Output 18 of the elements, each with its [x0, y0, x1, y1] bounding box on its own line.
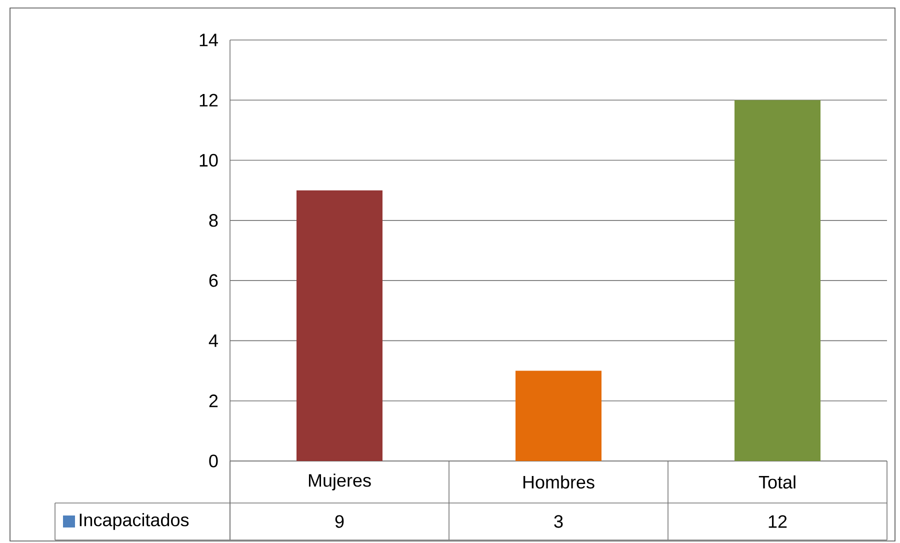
- data-label: 12: [768, 515, 787, 528]
- text: Incapacitados: [80, 513, 189, 530]
- y-tick-label: 2: [209, 394, 218, 408]
- x-tick-label: Hombres: [523, 475, 594, 489]
- bar: [296, 190, 383, 461]
- y-tick-label: 14: [200, 34, 218, 46]
- y-tick-label: 8: [209, 214, 218, 227]
- x-tick-label: Total: [758, 475, 796, 489]
- bar: [516, 370, 602, 461]
- y-tick-label: 0: [209, 454, 218, 468]
- y-tick-label: 12: [200, 94, 218, 106]
- data-label: 9: [335, 515, 344, 528]
- y-tick-label: 4: [208, 334, 218, 347]
- data-label: 3: [554, 515, 563, 528]
- x-tick-label: Mujeres: [308, 474, 371, 490]
- y-tick-label: 6: [209, 274, 218, 287]
- bar: [734, 100, 820, 461]
- y-tick-label: 10: [200, 154, 218, 167]
